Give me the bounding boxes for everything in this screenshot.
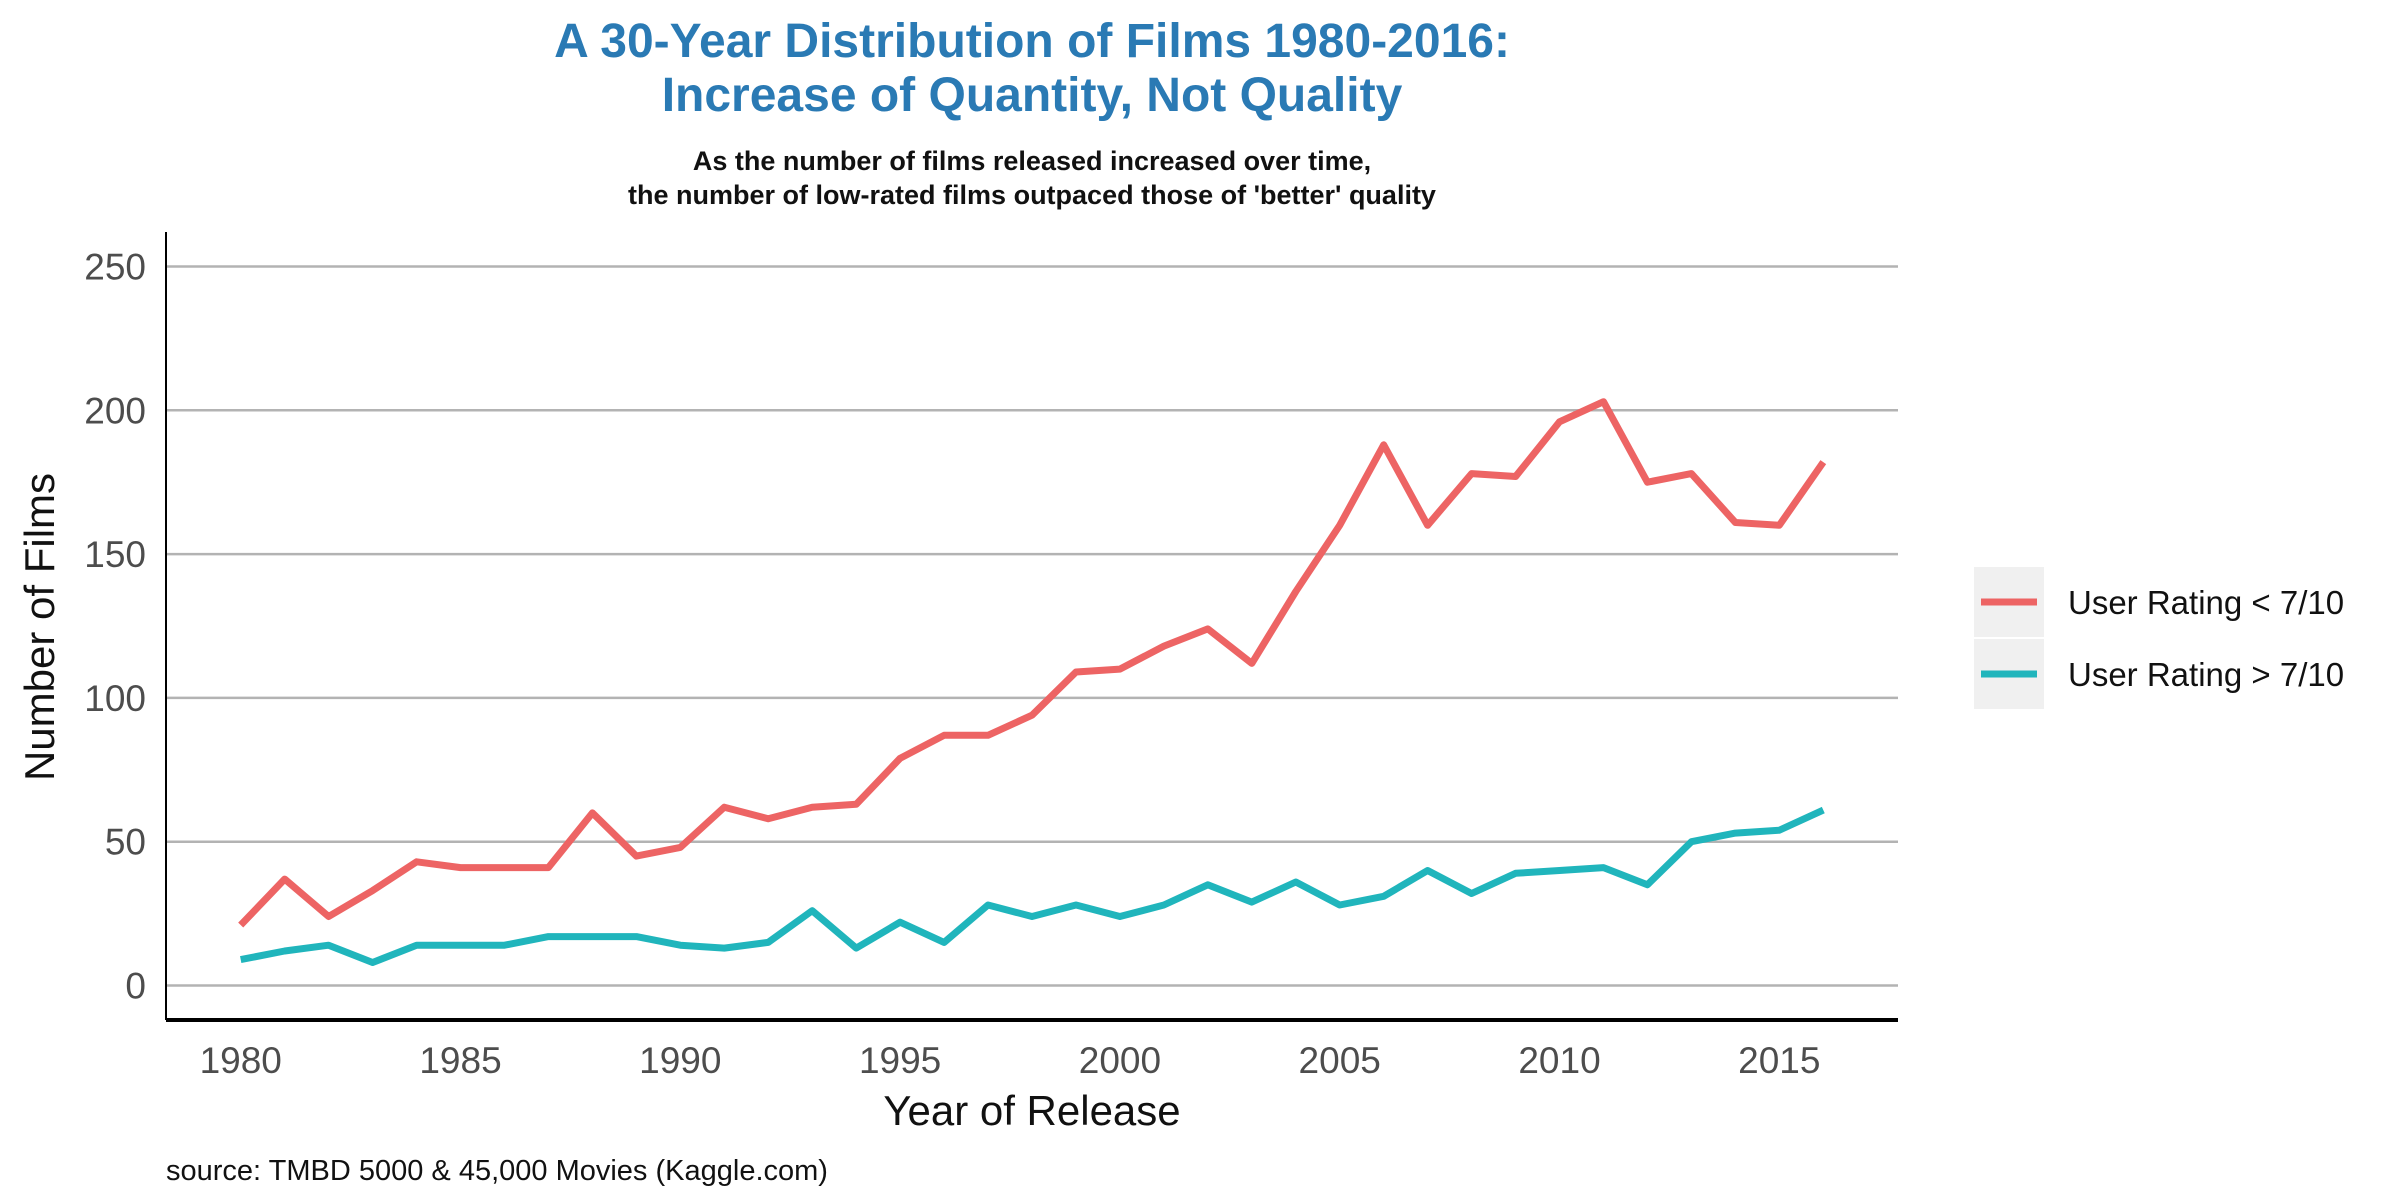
x-tick-label-2005: 2005 xyxy=(1299,1040,1381,1081)
x-tick-label-1985: 1985 xyxy=(419,1040,501,1081)
chart-subtitle-line-1: As the number of films released increase… xyxy=(693,146,1371,176)
x-tick-label-1980: 1980 xyxy=(200,1040,282,1081)
legend: User Rating < 7/10 User Rating > 7/10 xyxy=(1974,567,2344,709)
chart-subtitle-line-2: the number of low-rated films outpaced t… xyxy=(628,180,1436,210)
legend-label-rating-below-7: User Rating < 7/10 xyxy=(2068,584,2344,621)
x-tick-label-2015: 2015 xyxy=(1738,1040,1820,1081)
y-axis-ticks: 0 50 100 150 200 250 xyxy=(84,247,146,1007)
series-lines xyxy=(238,398,1827,966)
y-tick-label-150: 150 xyxy=(84,534,146,575)
y-tick-label-200: 200 xyxy=(84,390,146,431)
legend-label-rating-above-7: User Rating > 7/10 xyxy=(2068,656,2344,693)
y-tick-label-0: 0 xyxy=(125,965,146,1006)
source-caption: source: TMBD 5000 & 45,000 Movies (Kaggl… xyxy=(166,1155,828,1187)
series-line-rating-below-7 xyxy=(238,398,1827,928)
x-axis-ticks: 1980 1985 1990 1995 2000 2005 2010 2015 xyxy=(200,1040,1821,1081)
series-line-rating-above-7 xyxy=(240,806,1825,966)
y-tick-label-100: 100 xyxy=(84,678,146,719)
x-tick-label-2010: 2010 xyxy=(1518,1040,1600,1081)
x-axis-title: Year of Release xyxy=(883,1087,1180,1134)
chart-title-line-1: A 30-Year Distribution of Films 1980-201… xyxy=(554,15,1510,68)
y-tick-label-250: 250 xyxy=(84,247,146,288)
x-tick-label-1990: 1990 xyxy=(639,1040,721,1081)
y-tick-label-50: 50 xyxy=(105,822,146,863)
x-tick-label-1995: 1995 xyxy=(859,1040,941,1081)
chart-title-line-2: Increase of Quantity, Not Quality xyxy=(662,69,1403,122)
x-tick-label-2000: 2000 xyxy=(1079,1040,1161,1081)
y-axis-title: Number of Films xyxy=(16,473,63,781)
gridlines xyxy=(166,265,1898,987)
